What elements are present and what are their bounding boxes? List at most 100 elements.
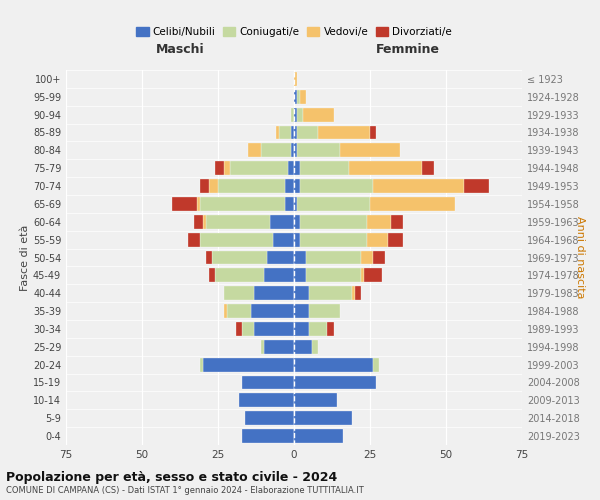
Bar [188, 232, 200, 246]
Bar [206, 215, 269, 229]
Bar [200, 197, 285, 211]
Y-axis label: Fasce di età: Fasce di età [20, 224, 30, 290]
Bar [194, 215, 203, 229]
Bar [242, 322, 254, 336]
Bar [294, 429, 343, 443]
Bar [239, 394, 294, 407]
Bar [294, 250, 306, 264]
Bar [273, 232, 294, 246]
Bar [200, 358, 203, 372]
Bar [260, 340, 263, 354]
Bar [279, 126, 291, 140]
Bar [364, 268, 382, 282]
Bar [373, 250, 385, 264]
Bar [294, 376, 376, 390]
Bar [297, 197, 370, 211]
Bar [370, 126, 376, 140]
Bar [203, 358, 294, 372]
Bar [206, 250, 212, 264]
Bar [224, 161, 230, 175]
Bar [373, 358, 379, 372]
Bar [294, 126, 297, 140]
Bar [388, 232, 403, 246]
Bar [294, 232, 300, 246]
Bar [260, 144, 291, 158]
Bar [200, 179, 209, 193]
Bar [172, 197, 197, 211]
Bar [294, 144, 297, 158]
Bar [294, 268, 306, 282]
Bar [294, 72, 297, 86]
Bar [355, 286, 361, 300]
Bar [215, 161, 224, 175]
Bar [294, 286, 309, 300]
Bar [312, 340, 319, 354]
Bar [306, 268, 361, 282]
Bar [352, 286, 355, 300]
Bar [373, 179, 464, 193]
Bar [291, 144, 294, 158]
Bar [266, 250, 294, 264]
Text: COMUNE DI CAMPANA (CS) - Dati ISTAT 1° gennaio 2024 - Elaborazione TUTTITALIA.IT: COMUNE DI CAMPANA (CS) - Dati ISTAT 1° g… [6, 486, 364, 495]
Bar [285, 197, 294, 211]
Bar [291, 108, 294, 122]
Bar [294, 215, 300, 229]
Bar [294, 179, 300, 193]
Bar [248, 144, 260, 158]
Text: Femmine: Femmine [376, 42, 440, 56]
Bar [294, 108, 297, 122]
Bar [200, 232, 273, 246]
Bar [276, 126, 279, 140]
Bar [297, 126, 319, 140]
Bar [370, 197, 455, 211]
Bar [285, 179, 294, 193]
Bar [291, 126, 294, 140]
Bar [215, 268, 263, 282]
Y-axis label: Anni di nascita: Anni di nascita [575, 216, 585, 298]
Bar [340, 144, 400, 158]
Bar [422, 161, 434, 175]
Bar [300, 161, 349, 175]
Bar [309, 322, 328, 336]
Bar [197, 197, 200, 211]
Bar [297, 90, 300, 104]
Bar [349, 161, 422, 175]
Bar [391, 215, 403, 229]
Bar [306, 250, 361, 264]
Bar [309, 304, 340, 318]
Bar [263, 340, 294, 354]
Bar [254, 286, 294, 300]
Bar [209, 268, 215, 282]
Bar [367, 232, 388, 246]
Bar [464, 179, 488, 193]
Bar [288, 161, 294, 175]
Bar [227, 304, 251, 318]
Bar [367, 215, 391, 229]
Bar [245, 411, 294, 425]
Legend: Celibi/Nubili, Coniugati/e, Vedovi/e, Divorziati/e: Celibi/Nubili, Coniugati/e, Vedovi/e, Di… [132, 22, 456, 42]
Bar [297, 108, 303, 122]
Bar [242, 376, 294, 390]
Bar [294, 197, 297, 211]
Bar [224, 286, 254, 300]
Bar [294, 161, 300, 175]
Bar [300, 179, 373, 193]
Bar [203, 215, 206, 229]
Bar [230, 161, 288, 175]
Bar [294, 322, 309, 336]
Bar [224, 304, 227, 318]
Bar [294, 358, 373, 372]
Bar [300, 232, 367, 246]
Bar [300, 215, 367, 229]
Bar [328, 322, 334, 336]
Bar [294, 340, 312, 354]
Bar [236, 322, 242, 336]
Bar [218, 179, 285, 193]
Text: Popolazione per età, sesso e stato civile - 2024: Popolazione per età, sesso e stato civil… [6, 472, 337, 484]
Bar [303, 108, 334, 122]
Bar [212, 250, 266, 264]
Bar [361, 268, 364, 282]
Bar [242, 429, 294, 443]
Bar [294, 90, 297, 104]
Bar [297, 144, 340, 158]
